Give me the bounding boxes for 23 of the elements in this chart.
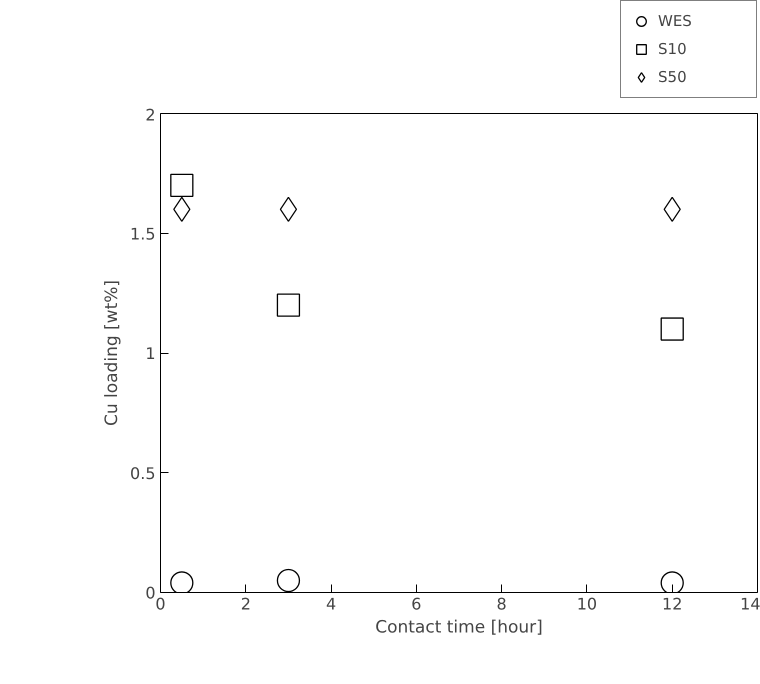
x-tick-label: 10 bbox=[576, 594, 598, 614]
y-tick-label: 1 bbox=[145, 344, 156, 363]
x-tick-label: 2 bbox=[240, 594, 251, 614]
legend-label: S10 bbox=[658, 39, 688, 60]
y-tick-label: 0.5 bbox=[130, 464, 156, 483]
x-tick-label: 4 bbox=[326, 594, 336, 614]
y-tick-label: 2 bbox=[145, 106, 156, 124]
x-axis-title: Contact time [hour] bbox=[375, 618, 543, 638]
x-tick-label: 6 bbox=[411, 594, 422, 614]
x-tick-label: 12 bbox=[662, 594, 682, 614]
point bbox=[276, 568, 300, 592]
point bbox=[660, 571, 684, 592]
point bbox=[170, 174, 194, 197]
legend-label: WES bbox=[658, 11, 693, 32]
point bbox=[280, 196, 298, 222]
x-tick-label: 14 bbox=[740, 594, 760, 614]
y-axis-title: Cu loading [wt%] bbox=[102, 280, 122, 426]
y-tick-label: 1.5 bbox=[130, 224, 156, 244]
x-tick-label: 8 bbox=[496, 594, 507, 614]
point bbox=[276, 293, 300, 317]
legend-label: S50 bbox=[658, 67, 688, 88]
point bbox=[170, 571, 194, 592]
point bbox=[660, 317, 684, 341]
